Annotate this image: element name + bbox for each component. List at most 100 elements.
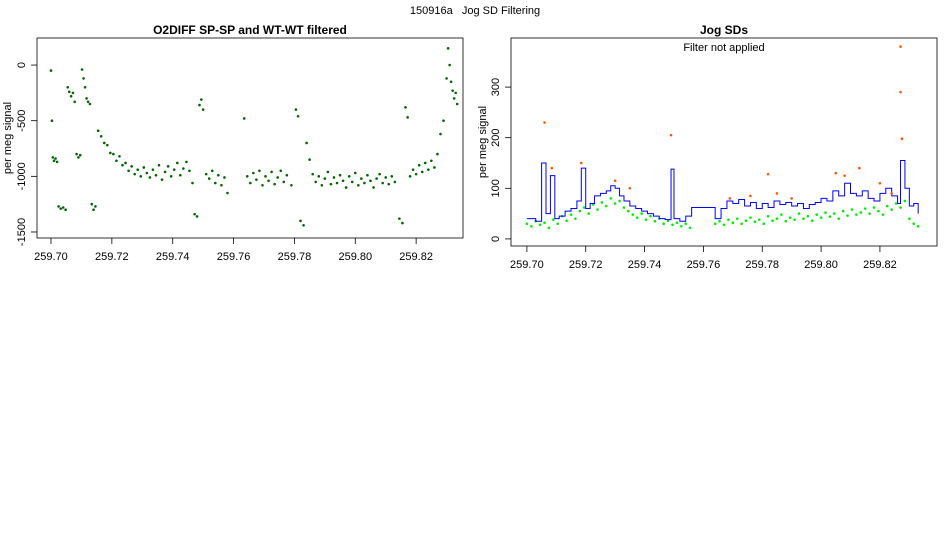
point <box>83 86 87 89</box>
x-tick-label: 259.82 <box>399 251 433 263</box>
point <box>294 108 298 111</box>
point <box>326 170 330 174</box>
point <box>393 180 397 184</box>
point <box>85 97 88 100</box>
y-axis-label: per meg signal <box>2 102 14 174</box>
point <box>157 163 161 167</box>
point <box>810 219 814 222</box>
x-tick-label: 259.80 <box>338 251 372 263</box>
point <box>872 206 876 209</box>
y-tick-label: 100 <box>490 179 502 197</box>
point <box>775 217 779 220</box>
point <box>771 219 774 222</box>
point <box>94 205 97 208</box>
point <box>90 202 94 206</box>
point <box>900 137 904 141</box>
point <box>363 181 366 185</box>
point <box>64 208 67 212</box>
point <box>411 168 415 171</box>
point <box>160 178 164 181</box>
point <box>226 191 229 195</box>
point <box>775 192 779 195</box>
point <box>899 90 902 94</box>
point <box>446 47 450 50</box>
point <box>631 213 635 216</box>
point <box>758 218 761 221</box>
point <box>627 209 630 213</box>
point <box>71 91 75 95</box>
point <box>311 172 314 176</box>
x-tick-label: 259.76 <box>687 259 721 271</box>
y-axis-label: per meg signal <box>477 106 489 178</box>
page-title: 150916a Jog SD Filtering <box>410 5 540 17</box>
point <box>381 181 384 185</box>
point <box>762 222 766 226</box>
point <box>613 202 617 205</box>
point <box>92 208 95 212</box>
point <box>834 171 838 175</box>
point <box>894 202 898 205</box>
point <box>115 159 118 163</box>
point <box>220 183 223 187</box>
point <box>423 161 427 165</box>
point <box>404 106 407 109</box>
point <box>109 151 112 155</box>
point <box>148 176 152 179</box>
point <box>80 68 84 71</box>
point <box>846 214 849 217</box>
y-tick-label: -500 <box>16 110 28 132</box>
point <box>731 221 735 225</box>
point <box>353 171 357 175</box>
point <box>258 169 261 173</box>
point <box>433 166 436 169</box>
point <box>151 168 155 171</box>
point <box>296 114 300 118</box>
point <box>622 206 626 209</box>
point <box>169 175 173 178</box>
point <box>780 213 783 216</box>
point <box>118 155 121 158</box>
point <box>543 121 546 124</box>
point <box>261 183 264 187</box>
point <box>182 167 185 170</box>
point <box>609 197 613 200</box>
point <box>314 180 318 184</box>
point <box>201 108 205 111</box>
point <box>264 175 267 178</box>
point <box>323 177 327 180</box>
point <box>390 175 394 178</box>
point <box>124 161 127 165</box>
point <box>112 152 115 156</box>
point <box>430 159 433 163</box>
point <box>200 98 203 101</box>
point <box>552 218 555 221</box>
point <box>357 183 360 187</box>
point <box>744 219 748 222</box>
point <box>790 197 793 200</box>
x-tick-label: 259.72 <box>569 259 603 271</box>
point <box>793 218 796 221</box>
point <box>350 180 354 184</box>
point <box>574 217 577 220</box>
step-line <box>526 159 919 222</box>
point <box>903 199 907 203</box>
point <box>718 219 721 223</box>
point <box>550 166 554 170</box>
point <box>569 213 573 216</box>
point <box>242 117 246 120</box>
y-tick-label: -1000 <box>16 162 28 190</box>
point <box>270 170 273 174</box>
point <box>179 173 182 177</box>
point <box>366 173 369 177</box>
point <box>57 205 60 208</box>
point <box>86 100 90 104</box>
point <box>302 224 305 227</box>
y-tick-label: 0 <box>490 236 502 242</box>
point <box>166 165 170 168</box>
point <box>749 216 752 219</box>
point <box>279 169 283 173</box>
point <box>78 153 82 157</box>
point <box>653 219 657 223</box>
point <box>600 201 604 204</box>
